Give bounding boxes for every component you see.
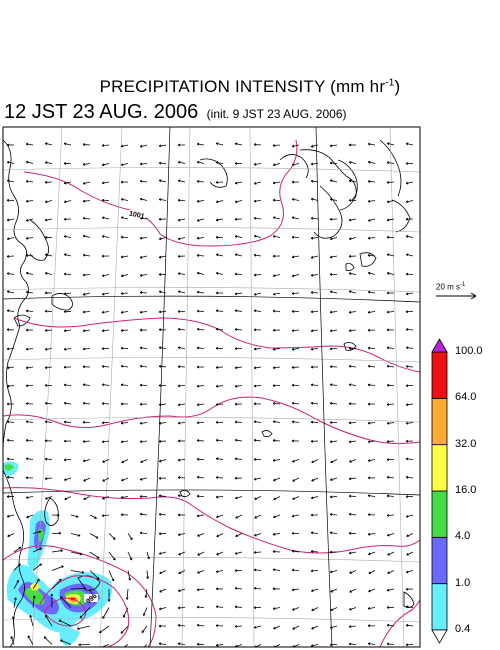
reference-vector-exponent: -1 bbox=[460, 282, 466, 288]
map-title-close: ) bbox=[394, 77, 401, 96]
colorbar-segment bbox=[431, 583, 448, 631]
isobar-mid-1 bbox=[13, 317, 420, 373]
colorbar-level-label: 0.4 bbox=[455, 623, 471, 635]
major-grid bbox=[3, 127, 420, 647]
colorbar-segment bbox=[431, 397, 448, 446]
coastline bbox=[3, 139, 415, 647]
reference-vector bbox=[436, 292, 477, 300]
colorbar-segment bbox=[431, 490, 448, 538]
lat-lon-grid bbox=[3, 127, 420, 647]
isobar-outer bbox=[3, 545, 157, 647]
colorbar-level-label: 4.0 bbox=[455, 530, 471, 543]
map-frame bbox=[2, 126, 421, 648]
colorbar-segment bbox=[431, 536, 448, 585]
map-title-text: PRECIPITATION INTENSITY (mm hr bbox=[99, 77, 386, 96]
map-title-unit-exponent: -1 bbox=[385, 77, 395, 89]
valid-time: 12 JST 23 AUG. 2006 bbox=[4, 101, 199, 123]
init-time: (init. 9 JST 23 AUG. 2006) bbox=[206, 107, 347, 121]
isobar-label-1001: 1001 bbox=[128, 210, 145, 220]
isobar-1001 bbox=[23, 139, 298, 247]
colorbar-level-label: 16.0 bbox=[455, 484, 477, 496]
map-title: PRECIPITATION INTENSITY (mm hr-1) bbox=[0, 77, 500, 97]
isobar-south bbox=[3, 487, 420, 554]
isobar-mid-2 bbox=[3, 396, 420, 445]
reference-vector-label: 20 m s-1 bbox=[436, 282, 465, 292]
colorbar-over-triangle bbox=[431, 338, 448, 353]
map-subtitle: 12 JST 23 AUG. 2006 (init. 9 JST 23 AUG.… bbox=[4, 101, 347, 124]
wind-vector-field bbox=[6, 142, 414, 647]
precipitation-area bbox=[3, 461, 113, 646]
colorbar-level-label: 1.0 bbox=[455, 576, 471, 589]
isobar-996 bbox=[39, 575, 130, 647]
colorbar-under-triangle bbox=[431, 629, 448, 644]
colorbar-level-label: 64.0 bbox=[455, 391, 477, 404]
colorbar-segment bbox=[431, 444, 448, 492]
isobar-labels: 1001 996 bbox=[84, 210, 146, 606]
colorbar-level-label: 100.0 bbox=[455, 345, 483, 357]
reference-vector-text: 20 m s bbox=[436, 282, 461, 292]
colorbar-segment bbox=[431, 351, 448, 399]
isobar-lines bbox=[3, 139, 420, 647]
colorbar-level-label: 32.0 bbox=[455, 437, 477, 450]
colorbar bbox=[431, 338, 448, 644]
